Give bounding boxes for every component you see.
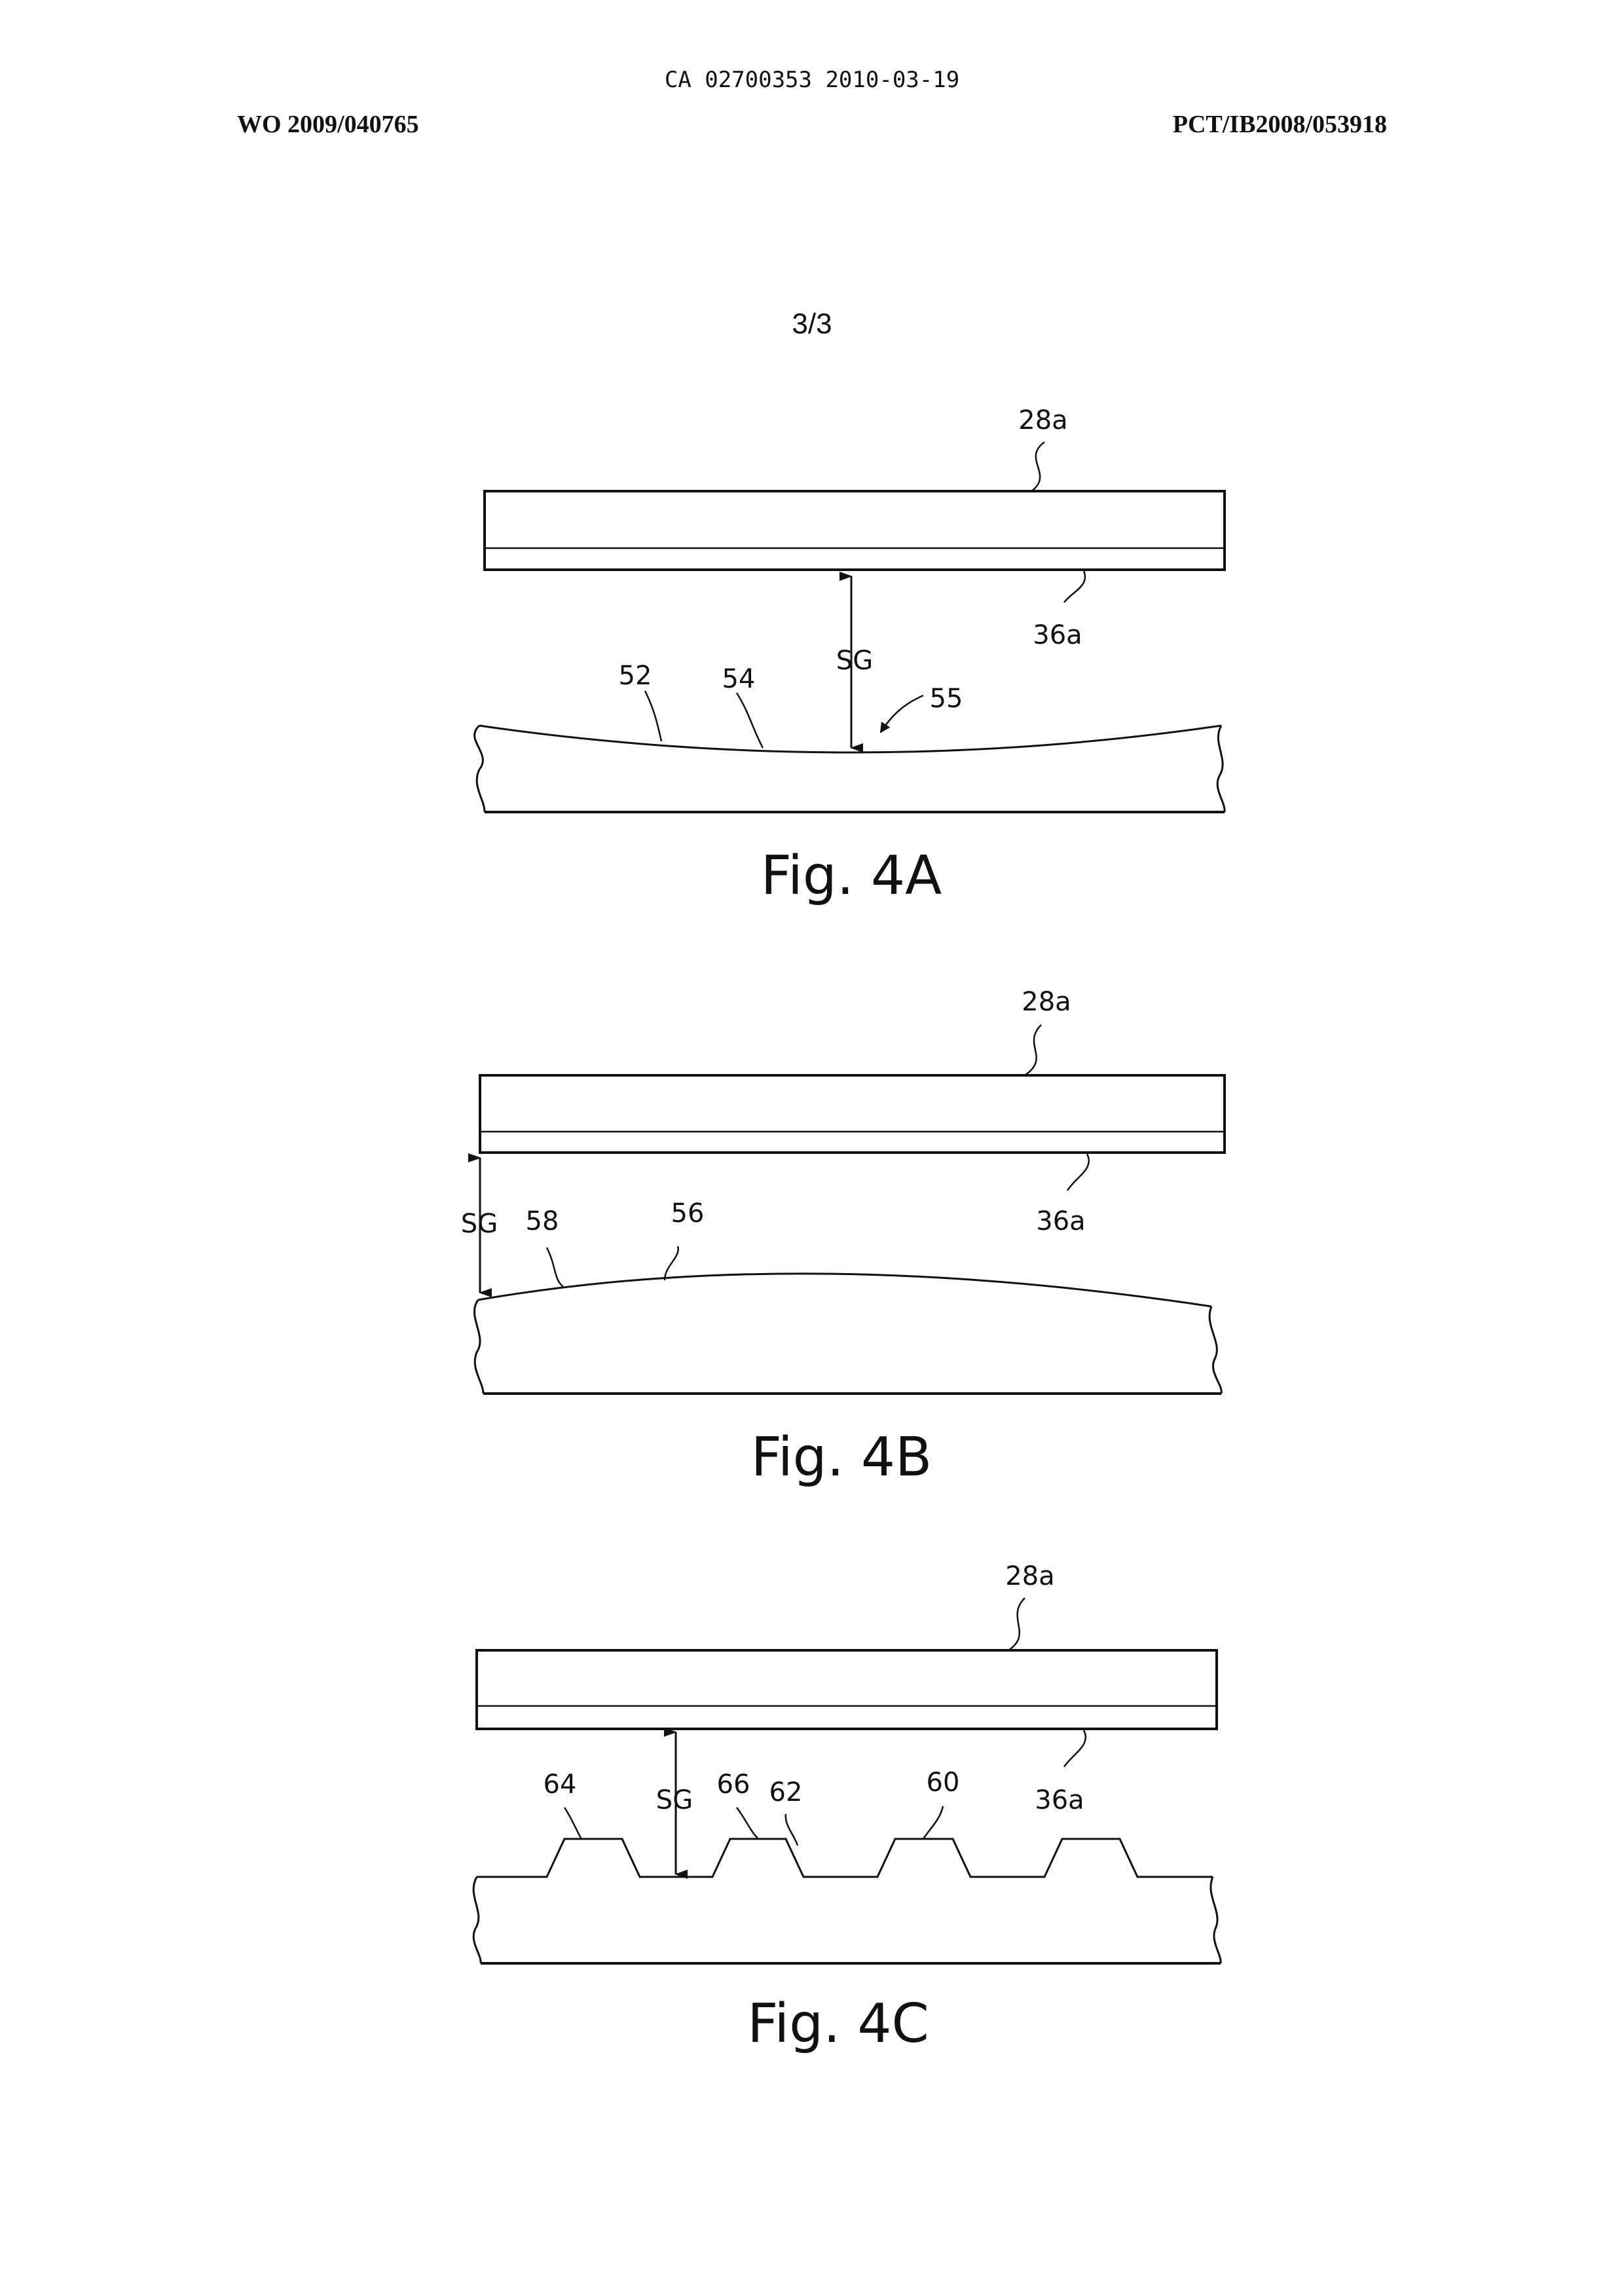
label-sg: SG xyxy=(461,1209,498,1239)
leader-36a xyxy=(1067,1154,1089,1191)
label-36a: 36a xyxy=(1033,620,1082,650)
substrate-right-break xyxy=(1217,726,1225,812)
label-64: 64 xyxy=(544,1769,577,1800)
plate-28a xyxy=(477,1650,1217,1729)
caption-fig-4b: Fig. 4B xyxy=(751,1426,932,1489)
plate-28a xyxy=(485,491,1225,570)
leader-64 xyxy=(564,1807,581,1839)
label-58: 58 xyxy=(526,1206,559,1236)
leader-54 xyxy=(737,693,763,748)
label-54: 54 xyxy=(722,664,756,694)
leader-52 xyxy=(645,691,661,741)
label-62: 62 xyxy=(769,1777,803,1807)
label-36a: 36a xyxy=(1036,1206,1085,1236)
plate-28a xyxy=(480,1075,1225,1153)
label-52: 52 xyxy=(619,661,652,691)
leader-28a xyxy=(1008,1598,1025,1650)
label-sg: SG xyxy=(656,1785,693,1815)
caption-fig-4c: Fig. 4C xyxy=(747,1993,929,2055)
leader-36a xyxy=(1064,571,1085,602)
leader-28a xyxy=(1025,1025,1041,1075)
caption-fig-4a: Fig. 4A xyxy=(761,845,942,907)
substrate-left-break xyxy=(473,1877,481,1963)
figure-4a: 28a 36a SG 52 54 55 Fig. 4A xyxy=(475,405,1225,907)
substrate xyxy=(473,1839,1221,1963)
leader-66 xyxy=(737,1807,758,1839)
leader-28a xyxy=(1031,442,1044,491)
substrate-right-break xyxy=(1211,1877,1221,1963)
figure-4b: 28a 36a SG 58 56 Fig. 4B xyxy=(461,987,1225,1489)
leader-58 xyxy=(547,1248,563,1287)
convex-surface xyxy=(478,1274,1211,1306)
label-28a: 28a xyxy=(1022,987,1071,1017)
label-60: 60 xyxy=(927,1768,960,1798)
label-sg: SG xyxy=(836,646,873,676)
leader-56 xyxy=(665,1246,678,1280)
leader-36a xyxy=(1064,1730,1086,1767)
substrate xyxy=(475,726,1225,812)
plate-body xyxy=(485,491,1225,570)
label-28a: 28a xyxy=(1018,405,1067,435)
label-56: 56 xyxy=(671,1198,705,1229)
plate-body xyxy=(480,1075,1225,1153)
substrate-right-break xyxy=(1209,1306,1221,1394)
ridged-surface xyxy=(477,1839,1213,1877)
label-55: 55 xyxy=(930,684,963,714)
label-36a: 36a xyxy=(1035,1785,1084,1815)
label-28a: 28a xyxy=(1005,1561,1054,1591)
plate-body xyxy=(477,1650,1217,1729)
substrate xyxy=(474,1274,1221,1394)
substrate-left-break xyxy=(475,726,485,812)
figure-4c: 28a 36a SG 64 66 62 60 Fig. 4C xyxy=(473,1561,1221,2055)
leader-60 xyxy=(923,1806,943,1839)
substrate-left-break xyxy=(474,1300,483,1394)
arrow-55 xyxy=(881,695,923,732)
label-66: 66 xyxy=(717,1769,750,1800)
